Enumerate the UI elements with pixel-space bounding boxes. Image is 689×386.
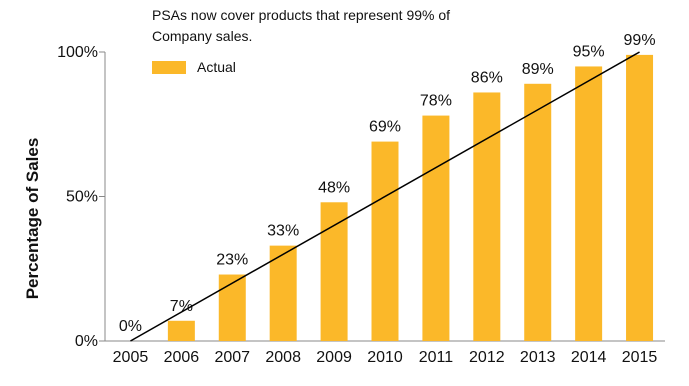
bar-value-label: 23% — [216, 252, 248, 269]
bar-2012 — [473, 92, 501, 342]
y-axis-title: Percentage of Sales — [23, 138, 42, 300]
bar-2007 — [218, 274, 246, 341]
y-tick-label: 0% — [75, 333, 98, 350]
bar-2014 — [575, 66, 603, 341]
x-tick-label: 2008 — [265, 349, 301, 366]
x-tick-label: 2005 — [113, 349, 149, 366]
bar-2009 — [320, 202, 348, 341]
legend-swatch-actual — [152, 60, 186, 74]
bar-2010 — [371, 141, 399, 341]
legend-label-actual: Actual — [197, 59, 236, 75]
bar-2015 — [626, 54, 654, 341]
bar-value-label: 0% — [119, 318, 142, 335]
trend-line — [130, 51, 640, 342]
legend: Actual — [152, 59, 236, 75]
x-tick-label: 2013 — [520, 349, 556, 366]
x-tick-label: 2007 — [214, 349, 250, 366]
x-tick-label: 2011 — [419, 349, 454, 366]
y-tick-label: 50% — [66, 189, 98, 206]
bar-value-label: 69% — [369, 119, 401, 136]
x-tick-label: 2012 — [469, 349, 505, 366]
bar-value-label: 99% — [624, 32, 656, 49]
x-tick-label: 2015 — [622, 349, 658, 366]
x-tick-label: 2006 — [164, 349, 200, 366]
bar-value-label: 89% — [522, 61, 554, 78]
chart-annotation: PSAs now cover products that represent 9… — [152, 7, 451, 44]
bar-2013 — [524, 83, 552, 341]
x-tick-label: 2009 — [316, 349, 352, 366]
bar-2008 — [269, 245, 297, 341]
bar-2011 — [422, 115, 450, 341]
bar-value-label: 48% — [318, 179, 350, 196]
x-tick-label: 2010 — [367, 349, 403, 366]
y-tick-label: 100% — [57, 44, 98, 61]
bar-2006 — [167, 320, 195, 341]
bar-value-label: 7% — [170, 298, 193, 315]
bar-value-label: 86% — [471, 69, 503, 86]
x-tick-label: 2014 — [571, 349, 607, 366]
bar-value-label: 95% — [573, 43, 605, 60]
bar-value-label: 78% — [420, 93, 452, 110]
bar-value-label: 33% — [267, 223, 299, 240]
